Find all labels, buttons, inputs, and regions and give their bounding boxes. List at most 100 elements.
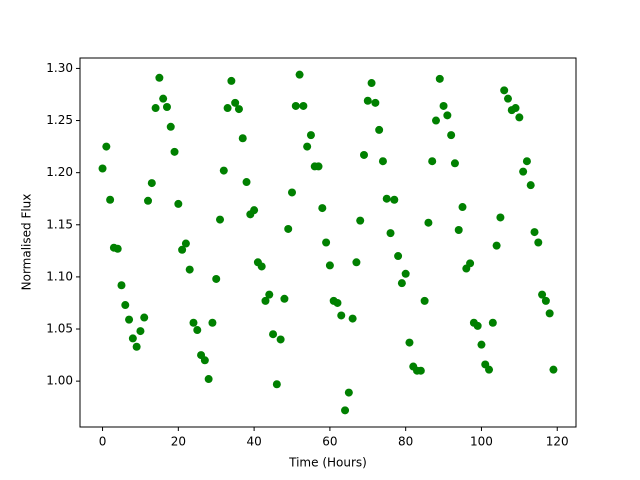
point [234,105,243,114]
point [473,321,482,330]
x-tick-label: 20 [171,435,186,449]
point [314,162,323,171]
point [200,356,209,365]
point [98,164,107,173]
point [530,228,539,237]
point [128,334,137,343]
point [166,122,175,131]
point [303,142,312,151]
point [325,261,334,270]
point [261,296,270,305]
point [500,86,509,95]
point [219,166,228,175]
point [231,98,240,107]
point [121,301,130,310]
y-tick-label: 1.05 [46,322,73,336]
point [341,406,350,415]
point [397,279,406,288]
point [162,102,171,111]
y-tick-label: 1.20 [46,165,73,179]
point [522,157,531,166]
point [515,113,524,122]
point [306,131,315,140]
x-tick-label: 80 [398,435,413,449]
point [488,318,497,327]
point [288,188,297,197]
point [431,116,440,125]
point [443,111,452,120]
x-tick-label: 100 [470,435,493,449]
point [299,101,308,110]
point [284,224,293,233]
point [216,215,225,224]
point [386,229,395,238]
point [352,258,361,267]
point [291,101,300,110]
point [428,157,437,166]
point [174,199,183,208]
point [454,225,463,234]
point [401,269,410,278]
point [189,318,198,327]
y-tick-label: 1.10 [46,269,73,283]
point [322,238,331,247]
point [344,388,353,397]
point [132,342,141,351]
y-tick-label: 1.30 [46,61,73,75]
point [159,94,168,103]
point [538,290,547,299]
x-tick-label: 0 [99,435,107,449]
plot-frame [79,57,577,428]
point [371,98,380,107]
point [144,196,153,205]
point [238,134,247,143]
point [367,79,376,88]
point [280,294,289,303]
point [519,167,528,176]
point [140,313,149,322]
point [181,239,190,248]
point [420,296,429,305]
x-tick-label: 120 [546,435,569,449]
point [147,179,156,188]
point [265,290,274,299]
point [250,206,259,215]
y-tick-label: 1.25 [46,113,73,127]
point [212,274,221,283]
point [534,238,543,247]
point [477,340,486,349]
point [382,194,391,203]
point [136,327,145,336]
point [348,314,357,323]
point [439,101,448,110]
point [549,365,558,374]
point [466,259,475,268]
point [492,241,501,250]
point [170,147,179,156]
point [435,74,444,83]
point [333,298,342,307]
point [276,335,285,344]
point [125,315,134,324]
point [272,380,281,389]
point [394,252,403,261]
point [208,318,217,327]
point [363,96,372,105]
point [102,142,111,151]
point [416,366,425,375]
point [318,204,327,213]
point [113,244,122,253]
x-axis-label: Time (Hours) [288,456,367,470]
point [185,265,194,274]
point [295,70,304,79]
point [227,76,236,85]
point [503,94,512,103]
point [204,375,213,384]
y-axis-label: Normalised Flux [20,194,34,291]
point [424,218,433,227]
point [193,326,202,335]
y-tick-label: 1.00 [46,374,73,388]
x-tick-label: 40 [246,435,261,449]
point [545,309,554,318]
